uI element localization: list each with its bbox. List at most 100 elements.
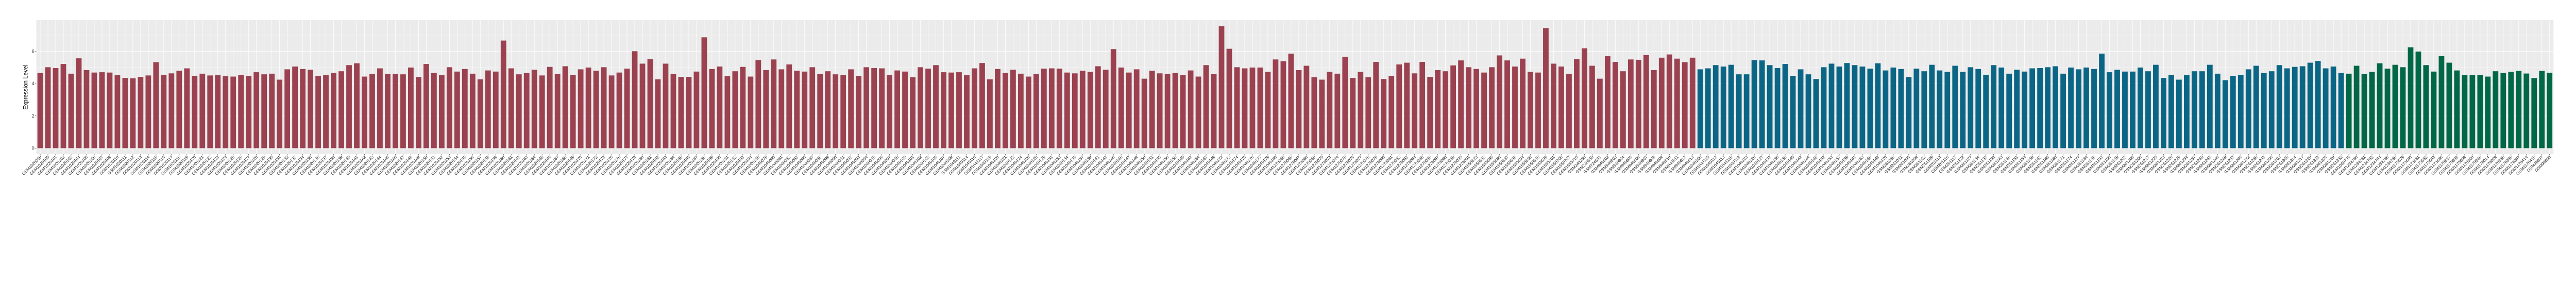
bar <box>1412 73 1418 148</box>
bar <box>1358 72 1364 148</box>
bar <box>2307 62 2313 148</box>
bar <box>1620 71 1626 148</box>
bar <box>393 74 398 148</box>
bar <box>1720 67 1726 148</box>
bar <box>1890 67 1896 148</box>
bar <box>794 71 800 148</box>
bar <box>45 67 51 148</box>
bar <box>2353 65 2360 148</box>
bar <box>2323 68 2329 148</box>
bar <box>168 73 175 148</box>
bar <box>2384 69 2391 148</box>
bar <box>2245 69 2251 148</box>
bar <box>1327 72 1333 148</box>
bar <box>887 75 892 148</box>
bar <box>1133 69 1140 148</box>
bar <box>2477 75 2483 148</box>
bar <box>230 76 236 148</box>
bar <box>1126 72 1132 148</box>
bar <box>508 68 514 148</box>
bar <box>1504 60 1510 148</box>
bar <box>2138 67 2143 148</box>
bar <box>1528 72 1533 148</box>
bar <box>1110 49 1116 148</box>
bar <box>1852 65 1858 148</box>
bar <box>1968 67 1974 148</box>
bar <box>1450 65 1456 148</box>
bar <box>547 67 553 148</box>
bar <box>1195 76 1201 148</box>
bar <box>1975 69 1981 148</box>
bar <box>238 75 244 148</box>
bar <box>1242 68 1248 148</box>
bar <box>2415 51 2421 148</box>
bar <box>269 73 275 148</box>
bar <box>1288 54 1294 148</box>
bar <box>2076 69 2081 148</box>
bar <box>516 74 522 148</box>
bar <box>2253 65 2259 148</box>
bar <box>1141 78 1147 148</box>
bar <box>114 75 121 148</box>
bar <box>2230 75 2236 148</box>
bar <box>663 63 669 148</box>
bar <box>2176 79 2182 148</box>
bar <box>2168 75 2174 148</box>
bar <box>2408 47 2414 148</box>
bar <box>1079 71 1086 148</box>
bar <box>1983 75 1989 148</box>
bar <box>1311 77 1317 148</box>
bar <box>2099 54 2105 148</box>
bar <box>771 59 777 148</box>
bar <box>1960 72 1966 148</box>
x-axis: GSM1020099GSM1020100GSM1020101GSM1020102… <box>21 154 2552 176</box>
bar <box>2060 73 2066 148</box>
bar <box>1551 63 1556 148</box>
bar <box>423 64 429 148</box>
bar <box>192 75 198 148</box>
bar <box>1836 67 1842 148</box>
bar <box>879 68 885 148</box>
bar <box>2207 64 2213 148</box>
bar <box>1427 77 1433 148</box>
bar <box>1597 78 1603 148</box>
bar <box>701 37 707 148</box>
bar <box>1543 28 1549 148</box>
bar <box>76 58 82 148</box>
bar <box>593 71 599 148</box>
bar <box>601 67 607 148</box>
bar <box>918 67 923 148</box>
bar <box>2369 72 2375 148</box>
bar <box>2284 68 2290 148</box>
bar <box>1751 60 1757 148</box>
bar <box>1296 70 1302 148</box>
bar <box>956 72 962 148</box>
bar <box>2547 73 2553 148</box>
bar <box>670 74 676 148</box>
bar <box>1048 68 1055 148</box>
bar <box>2454 70 2460 148</box>
plot-panel <box>36 20 2554 155</box>
bar <box>1365 77 1371 148</box>
bar <box>840 75 846 148</box>
bar <box>1952 65 1958 148</box>
bar <box>199 73 206 148</box>
bar <box>1404 62 1410 148</box>
bar <box>1489 67 1495 148</box>
bar <box>315 75 321 148</box>
bar <box>2130 71 2136 148</box>
bar <box>655 79 661 148</box>
bar <box>1481 72 1487 148</box>
bar <box>1612 62 1618 148</box>
bar <box>1157 73 1163 148</box>
bar <box>2377 63 2383 148</box>
bar <box>107 72 113 148</box>
bar <box>724 76 731 148</box>
bar <box>223 76 229 148</box>
bar <box>1821 67 1827 148</box>
y-tick-label: 4 <box>32 81 35 86</box>
bar <box>1388 75 1395 148</box>
bar <box>2392 64 2398 148</box>
bar <box>2346 73 2352 148</box>
bar <box>2462 75 2468 148</box>
